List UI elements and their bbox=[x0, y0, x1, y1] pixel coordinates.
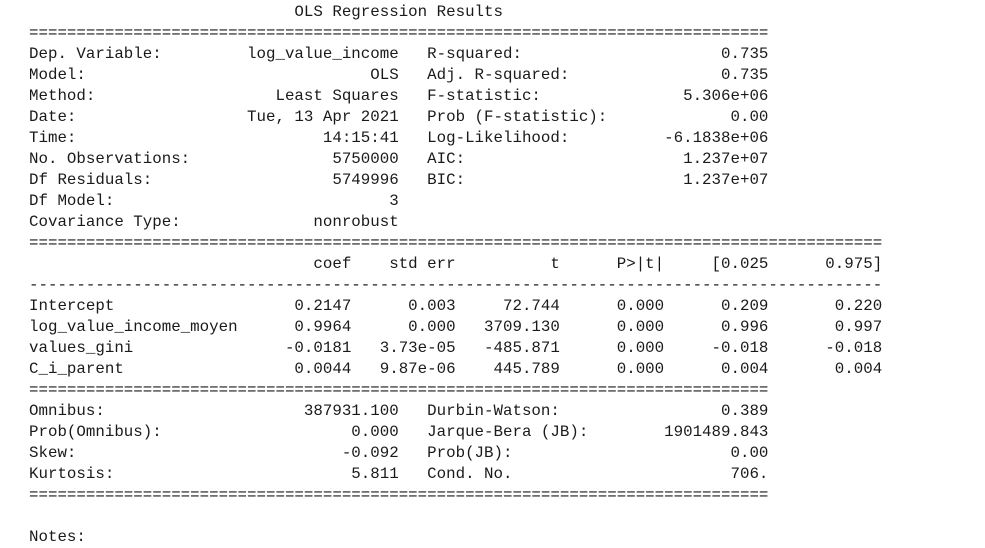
coef-row: log_value_income_moyen 0.9964 0.000 3709… bbox=[29, 318, 883, 336]
diagnostic-row: Kurtosis: 5.811 Cond. No. 706. bbox=[29, 465, 769, 483]
summary-row: Df Model: 3 bbox=[29, 192, 399, 210]
summary-row: Df Residuals: 5749996 BIC: 1.237e+07 bbox=[29, 171, 769, 189]
diagnostic-row: Omnibus: 387931.100 Durbin-Watson: 0.389 bbox=[29, 402, 769, 420]
summary-row: No. Observations: 5750000 AIC: 1.237e+07 bbox=[29, 150, 769, 168]
ols-summary-output: OLS Regression Results =================… bbox=[29, 2, 882, 548]
summary-row: Time: 14:15:41 Log-Likelihood: -6.1838e+… bbox=[29, 129, 769, 147]
coef-row: Intercept 0.2147 0.003 72.744 0.000 0.20… bbox=[29, 297, 883, 315]
summary-row: Model: OLS Adj. R-squared: 0.735 bbox=[29, 66, 769, 84]
diagnostic-row: Skew: -0.092 Prob(JB): 0.00 bbox=[29, 444, 769, 462]
coef-row: values_gini -0.0181 3.73e-05 -485.871 0.… bbox=[29, 339, 883, 357]
rule-double: ========================================… bbox=[29, 486, 769, 504]
rule-double: ========================================… bbox=[29, 234, 883, 252]
rule-double: ========================================… bbox=[29, 24, 769, 42]
diagnostic-row: Prob(Omnibus): 0.000 Jarque-Bera (JB): 1… bbox=[29, 423, 769, 441]
summary-row: Dep. Variable: log_value_income R-square… bbox=[29, 45, 769, 63]
notes-label: Notes: bbox=[29, 528, 86, 546]
coef-header-row: coef std err t P>|t| [0.025 0.975] bbox=[29, 255, 883, 273]
blank-line bbox=[29, 506, 882, 527]
rule-double: ========================================… bbox=[29, 381, 769, 399]
summary-title-line: OLS Regression Results bbox=[29, 3, 769, 21]
summary-row: Date: Tue, 13 Apr 2021 Prob (F-statistic… bbox=[29, 108, 769, 126]
summary-row: Covariance Type: nonrobust bbox=[29, 213, 399, 231]
rule-single: ----------------------------------------… bbox=[29, 276, 883, 294]
coef-row: C_i_parent 0.0044 9.87e-06 445.789 0.000… bbox=[29, 360, 883, 378]
summary-row: Method: Least Squares F-statistic: 5.306… bbox=[29, 87, 769, 105]
